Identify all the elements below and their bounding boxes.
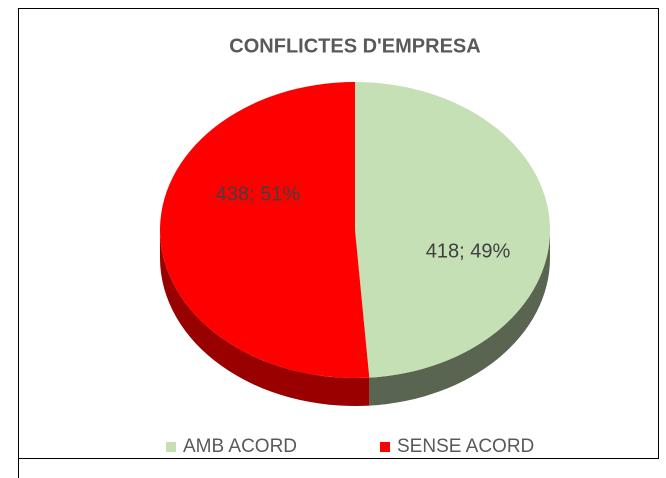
pie-side (369, 230, 550, 406)
chart-title: CONFLICTES D'EMPRESA (229, 35, 480, 57)
pie-slice (160, 81, 370, 378)
data-label: 418; 49% (426, 240, 511, 262)
legend-swatch (380, 442, 390, 452)
legend-label: SENSE ACORD (397, 436, 534, 457)
legend-label: AMB ACORD (183, 436, 297, 457)
pie-side (160, 230, 370, 406)
data-label: 438; 51% (216, 183, 301, 205)
legend-swatch (166, 442, 176, 452)
pie-slice (355, 82, 551, 378)
